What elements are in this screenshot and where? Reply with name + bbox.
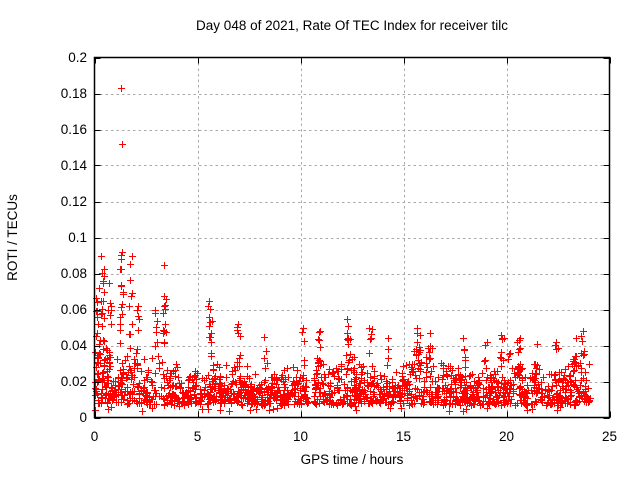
x-tick-label: 25 <box>602 429 617 444</box>
x-tick-label: 15 <box>396 429 411 444</box>
grid-lines <box>94 57 610 418</box>
y-tick-label: 0.08 <box>61 266 87 281</box>
y-tick-label: 0 <box>79 410 87 425</box>
x-tick-label: 0 <box>91 429 99 444</box>
tick-labels: 0 5 10 15 20 25 0 0.02 0.04 0.06 0.08 0.1 0.12 0.14 0.… <box>61 50 617 444</box>
y-tick-label: 0.16 <box>61 122 87 137</box>
plot-border <box>93 56 611 419</box>
x-tick-label: 20 <box>499 429 514 444</box>
x-axis-label: GPS time / hours <box>301 452 404 467</box>
axis-ticks <box>94 57 611 419</box>
y-tick-label: 0.18 <box>61 86 87 101</box>
roti-data-markers <box>92 85 594 415</box>
y-tick-label: 0.04 <box>61 338 88 353</box>
x-tick-label: 10 <box>293 429 308 444</box>
scatter-points <box>92 85 594 415</box>
y-tick-label: 0.2 <box>68 50 87 65</box>
y-tick-label: 0.1 <box>68 230 87 245</box>
y-tick-label: 0.12 <box>61 194 87 209</box>
y-tick-label: 0.06 <box>61 302 87 317</box>
y-tick-label: 0.14 <box>61 158 88 173</box>
chart-title: Day 048 of 2021, Rate Of TEC Index for r… <box>196 18 508 33</box>
x-tick-label: 5 <box>194 429 202 444</box>
y-axis-label: ROTI / TECUs <box>5 194 20 281</box>
y-tick-label: 0.02 <box>61 374 87 389</box>
